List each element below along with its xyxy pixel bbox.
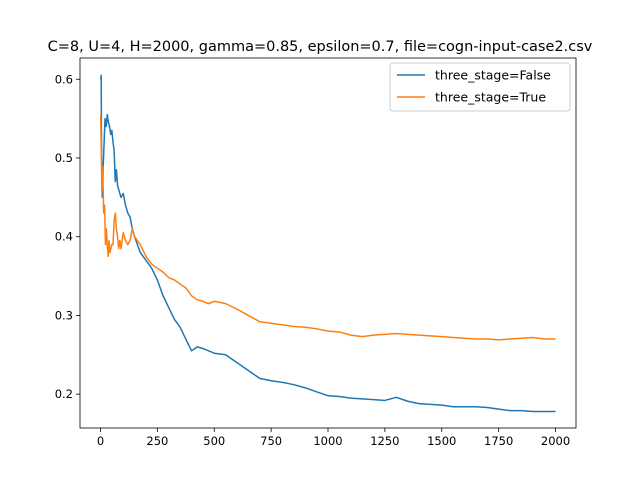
chart-title: C=8, U=4, H=2000, gamma=0.85, epsilon=0.… (48, 39, 593, 55)
y-tick-label: 0.3 (55, 308, 73, 322)
series-line-three-stage-true (99, 114, 556, 341)
x-tick-label: 250 (146, 434, 168, 448)
x-tick-label: 500 (203, 434, 225, 448)
y-axis: 0.2 0.3 0.4 0.5 0.6 (55, 72, 80, 401)
series-layer (99, 74, 556, 413)
series-line-three-stage-false (99, 74, 556, 413)
x-axis: 0 250 500 750 1000 1250 1500 1750 2000 (97, 428, 570, 448)
legend-label-true: three_stage=True (435, 90, 546, 105)
x-tick-label: 1500 (427, 434, 456, 448)
legend-box (389, 62, 571, 112)
x-tick-label: 1750 (484, 434, 513, 448)
plot-area (79, 57, 577, 429)
y-tick-label: 0.5 (55, 151, 73, 165)
x-tick-label: 1000 (313, 434, 342, 448)
y-tick-label: 0.6 (55, 72, 73, 86)
y-tick-label: 0.4 (55, 230, 73, 244)
x-tick-label: 750 (260, 434, 282, 448)
axes-background (80, 58, 576, 428)
y-tick-label: 0.2 (55, 387, 73, 401)
x-tick-label: 1250 (370, 434, 399, 448)
x-tick-label: 2000 (541, 434, 570, 448)
legend-label-false: three_stage=False (435, 68, 551, 83)
x-tick-label: 0 (97, 434, 104, 448)
legend: three_stage=False three_stage=True (389, 62, 571, 112)
